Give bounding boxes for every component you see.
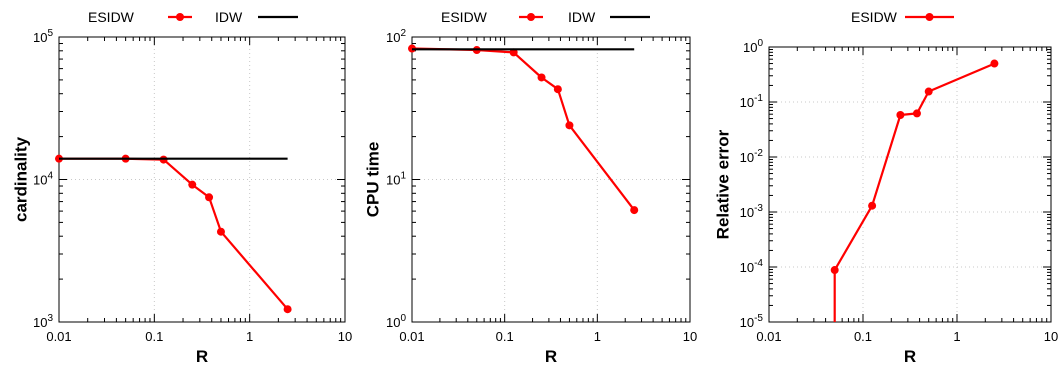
chart-3: 0.01 0.1 1 10 10-5 10-4 10-3 10-2 10-1 100 R Relati… [713,9,1058,366]
x-tick-label: 1 [953,329,960,344]
legend-label-idw: IDW [215,9,243,25]
y-tick-label: 10-5 [740,313,764,330]
x-axis-title: R [196,347,208,366]
y-axis-title: cardinality [11,136,30,222]
y-tick-label: 10-2 [740,148,764,165]
y-tick-label: 103 [33,313,53,330]
data-point-esidw [188,180,197,189]
data-point-esidw [565,121,574,130]
legend-label-esidw: ESIDW [88,9,135,25]
series-line-esidw [59,157,289,310]
data-point-esidw [216,227,225,236]
y-tick-label: 104 [33,171,53,188]
x-tick-label: 1 [246,329,253,344]
legend-label-idw: IDW [568,9,596,25]
x-tick-label: 0.01 [46,329,71,344]
data-point-esidw [630,206,639,215]
chart-2: 0.01 0.1 1 10 100 101 102 R CPU time ESIDW IDW [363,9,697,366]
data-point-esidw [283,305,292,314]
plot-frame [58,36,346,323]
x-tick-label: 0.01 [399,329,424,344]
y-tick-label: 105 [33,28,53,45]
data-point-esidw [537,73,546,82]
y-tick-label: 102 [386,28,406,45]
x-axis-title: R [545,347,557,366]
y-tick-label: 10-4 [740,258,764,275]
legend-label-esidw: ESIDW [851,9,898,25]
x-tick-label: 0.1 [145,329,163,344]
x-tick-label: 0.1 [854,329,872,344]
y-tick-label: 10-3 [740,203,764,220]
data-point-esidw [868,201,877,210]
x-tick-label: 0.01 [756,329,781,344]
y-tick-label: 10-1 [740,93,764,110]
data-point-esidw [830,266,839,275]
x-tick-label: 10 [1044,329,1058,344]
y-tick-label: 100 [743,38,763,55]
x-tick-label: 1 [594,329,601,344]
data-point-esidw [990,59,999,68]
data-point-esidw [553,85,562,94]
data-point-esidw [205,193,214,202]
legend-marker-esidw [527,13,535,21]
y-axis-title: CPU time [363,142,382,218]
x-axis-title: R [904,347,916,366]
legend-marker-esidw [176,13,184,21]
y-axis-title: Relative error [713,129,732,239]
data-point-esidw [896,111,905,120]
y-tick-label: 101 [386,171,406,188]
x-tick-label: 10 [338,329,352,344]
data-point-esidw [924,87,933,96]
series-line-esidw [411,47,636,211]
legend-marker-esidw [925,13,934,21]
x-tick-label: 0.1 [496,329,514,344]
x-tick-label: 10 [683,329,697,344]
series-line-esidw [833,62,995,322]
plot-frame [768,46,1052,323]
legend-label-esidw: ESIDW [441,9,488,25]
y-tick-label: 100 [386,313,406,330]
data-point-esidw [912,109,921,118]
